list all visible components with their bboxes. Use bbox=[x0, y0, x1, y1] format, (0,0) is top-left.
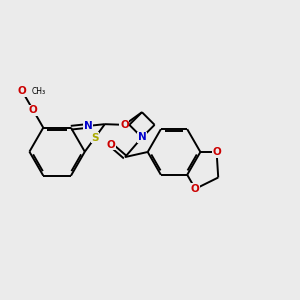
Text: N: N bbox=[138, 133, 146, 142]
Text: N: N bbox=[83, 121, 92, 131]
Text: O: O bbox=[29, 105, 38, 115]
Text: O: O bbox=[18, 86, 26, 96]
Text: O: O bbox=[191, 184, 200, 194]
Text: O: O bbox=[106, 140, 116, 150]
Text: S: S bbox=[91, 133, 99, 143]
Text: O: O bbox=[212, 147, 221, 157]
Text: O: O bbox=[120, 120, 129, 130]
Text: CH₃: CH₃ bbox=[31, 87, 45, 96]
